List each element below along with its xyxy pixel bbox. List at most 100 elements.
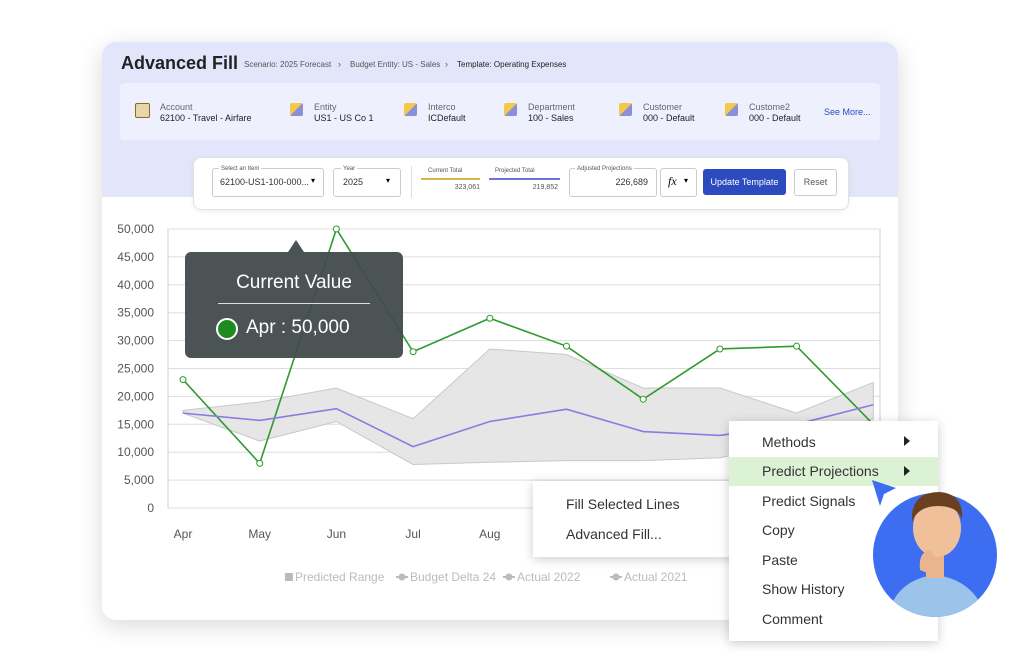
field-label: Projected Total — [495, 168, 535, 174]
cursor — [872, 480, 896, 506]
point — [409, 348, 417, 356]
field-value: 323,061 — [454, 184, 480, 191]
field-value: 2025 — [343, 177, 364, 187]
y-tick-label: 50,000 — [117, 222, 154, 236]
y-tick-label: 25,000 — [117, 362, 154, 376]
tooltip-title: Current Value — [236, 272, 352, 293]
menu-item[interactable]: Advanced Fill... — [566, 526, 662, 542]
legend-icon — [398, 573, 406, 581]
fill-menu — [533, 481, 741, 557]
x-tick-label: Apr — [174, 527, 193, 541]
legend-icon — [612, 573, 620, 581]
y-tick-label: 35,000 — [117, 306, 154, 320]
breadcrumb[interactable]: Budget Entity: US - Sales — [350, 60, 441, 69]
cube-icon — [404, 103, 417, 116]
point — [639, 395, 647, 403]
x-tick-label: Aug — [479, 527, 500, 541]
cube-icon — [619, 103, 632, 116]
divider — [411, 166, 412, 198]
underline — [421, 178, 480, 180]
submenu-arrow — [904, 466, 910, 476]
field-label: Current Total — [428, 168, 463, 174]
predicted-range — [182, 348, 874, 465]
reset-button[interactable]: Reset — [794, 169, 837, 196]
field-label: Adjusted Projections — [575, 166, 634, 172]
avatar-hair — [911, 492, 963, 522]
y-tick-label: 40,000 — [117, 278, 154, 292]
point — [332, 225, 340, 233]
breadcrumb-sep: › — [445, 59, 448, 69]
legend-label: Actual 2021 — [624, 570, 688, 584]
cube-icon — [725, 103, 738, 116]
x-tick-label: Jun — [327, 527, 346, 541]
fx-label: fx — [668, 174, 677, 188]
update-button[interactable]: Update Template — [703, 169, 786, 195]
avatar — [872, 480, 997, 617]
field-value: 226,689 — [615, 177, 648, 187]
y-tick-label: 45,000 — [117, 250, 154, 264]
see-more-link[interactable]: See More... — [824, 107, 871, 117]
dimension-value[interactable]: 100 - Sales — [528, 113, 574, 123]
tooltip-swatch — [216, 318, 238, 340]
avatar-hand — [919, 550, 936, 574]
breadcrumb-sep: › — [338, 59, 341, 69]
tooltip-pointer — [288, 240, 304, 252]
menu-item[interactable]: Predict Signals — [762, 493, 856, 509]
breadcrumb[interactable]: Scenario: 2025 Forecast — [244, 60, 332, 69]
breadcrumb[interactable]: Template: Operating Expenses — [457, 60, 567, 69]
dropdown-caret: ▾ — [311, 176, 316, 185]
point — [179, 376, 187, 384]
dimension-label: Entity — [314, 102, 337, 112]
field-value: 62100-US1-100-000... — [220, 177, 310, 187]
legend-icon — [285, 573, 293, 581]
item-select[interactable] — [212, 168, 324, 197]
field-value: 219,852 — [532, 184, 558, 191]
dimension-label: Custome2 — [749, 102, 791, 112]
point — [716, 345, 724, 353]
menu-highlight — [729, 457, 938, 486]
dimension-value[interactable]: 62100 - Travel - Airfare — [160, 113, 252, 123]
dimension-value[interactable]: 000 - Default — [749, 113, 801, 123]
menu-item[interactable]: Copy — [762, 522, 795, 538]
menu-item[interactable]: Show History — [762, 581, 845, 597]
y-tick-label: 0 — [147, 501, 154, 515]
point — [486, 314, 494, 322]
dimension-label: Customer — [643, 102, 683, 112]
submenu-arrow — [904, 436, 910, 446]
dimension-label: Account — [160, 102, 193, 112]
field-label: Select an Item — [219, 166, 262, 172]
year-select[interactable] — [333, 168, 401, 197]
dimension-value[interactable]: ICDefault — [428, 113, 466, 123]
fx-button[interactable] — [660, 168, 697, 197]
menu-item[interactable]: Comment — [762, 611, 823, 627]
menu-item[interactable]: Predict Projections — [762, 463, 879, 479]
legend-label: Predicted Range — [295, 570, 385, 584]
dimension-bar — [120, 83, 880, 140]
y-tick-label: 30,000 — [117, 334, 154, 348]
underline — [489, 178, 560, 180]
tooltip-label: Apr : 50,000 — [246, 317, 350, 338]
cube-icon — [504, 103, 517, 116]
dropdown-caret: ▾ — [386, 176, 391, 185]
y-tick-label: 20,000 — [117, 389, 154, 403]
avatar-face — [913, 499, 961, 557]
field-label: Year — [341, 166, 358, 172]
y-tick-label: 5,000 — [124, 473, 154, 487]
menu-item[interactable]: Paste — [762, 552, 798, 568]
menu-item[interactable]: Fill Selected Lines — [566, 496, 680, 512]
point — [793, 342, 801, 350]
dropdown-caret: ▾ — [684, 176, 689, 185]
dimension-label: Interco — [428, 102, 456, 112]
legend-label: Budget Delta 24 — [410, 570, 496, 584]
y-tick-label: 10,000 — [117, 445, 154, 459]
dimension-value[interactable]: US1 - US Co 1 — [314, 113, 374, 123]
y-tick-label: 15,000 — [117, 417, 154, 431]
cube-icon — [290, 103, 303, 116]
menu-item[interactable]: Methods — [762, 434, 816, 450]
tooltip-rule — [218, 303, 370, 304]
dimension-label: Department — [528, 102, 576, 112]
dimension-value[interactable]: 000 - Default — [643, 113, 695, 123]
point — [256, 459, 264, 467]
legend-icon — [505, 573, 513, 581]
